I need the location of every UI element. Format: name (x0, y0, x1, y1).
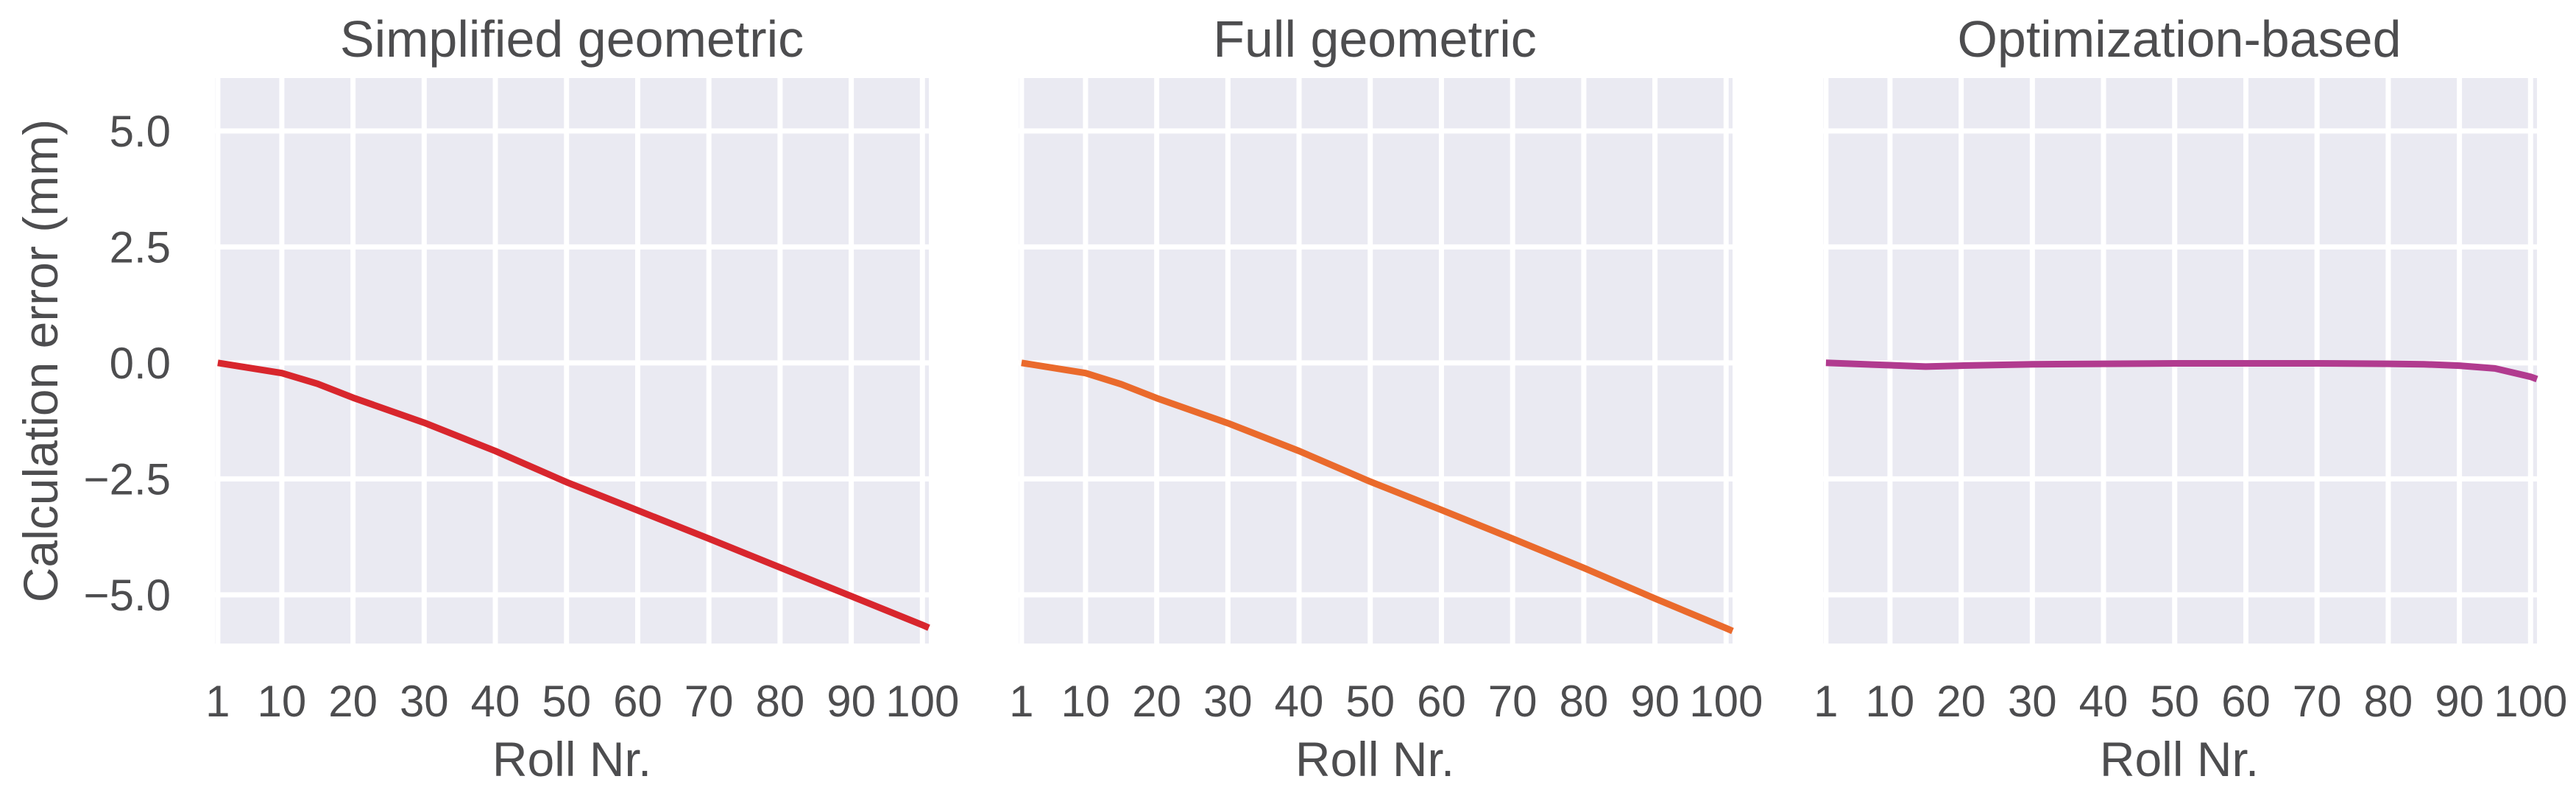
y-tick-label: 5.0 (110, 107, 171, 156)
x-tick-label: 100 (2494, 677, 2567, 726)
y-tick-label: −2.5 (84, 454, 171, 504)
x-tick-label: 70 (2293, 677, 2342, 726)
x-tick-label: 40 (2079, 677, 2129, 726)
panel-optimization-based: 1 10 20 30 40 50 60 70 80 90 100 Optimization-base… (1814, 10, 2567, 786)
x-tick-label: 10 (1866, 677, 1915, 726)
x-axis-label: Roll Nr. (1295, 732, 1454, 786)
x-tick-label: 20 (1936, 677, 1986, 726)
x-tick-label: 90 (1630, 677, 1680, 726)
x-tick-label: 80 (1560, 677, 1609, 726)
panel-simplified-geometric: 1 10 20 30 40 50 60 70 80 90 1005.02.50.0−2.5−5.0 … (84, 10, 960, 786)
x-tick-label: 80 (2364, 677, 2413, 726)
x-tick-label: 100 (885, 677, 959, 726)
x-tick-label: 30 (2008, 677, 2057, 726)
x-tick-label: 70 (1488, 677, 1538, 726)
x-tick-label: 70 (684, 677, 734, 726)
panel-title: Optimization-based (1957, 10, 2401, 68)
x-tick-label: 1 (205, 677, 230, 726)
x-tick-label: 80 (756, 677, 805, 726)
x-axis-label: Roll Nr. (492, 732, 651, 786)
panel-title: Full geometric (1213, 10, 1537, 68)
x-tick-label: 20 (1132, 677, 1181, 726)
x-tick-label: 50 (542, 677, 591, 726)
x-tick-label: 30 (400, 677, 449, 726)
x-tick-label: 40 (1275, 677, 1324, 726)
x-tick-label: 1 (1009, 677, 1033, 726)
y-tick-label: −5.0 (84, 571, 171, 620)
x-tick-label: 60 (2221, 677, 2271, 726)
panel-full-geometric: 1 10 20 30 40 50 60 70 80 90 100 Full geometric Ro… (1009, 10, 1763, 786)
data-line (1021, 359, 1734, 635)
x-tick-label: 90 (827, 677, 876, 726)
x-tick-label: 60 (1417, 677, 1466, 726)
x-tick-label: 10 (1061, 677, 1111, 726)
data-line (1825, 359, 2538, 383)
x-tick-label: 90 (2435, 677, 2484, 726)
x-tick-label: 10 (258, 677, 307, 726)
x-tick-label: 50 (2150, 677, 2199, 726)
y-axis-label: Calculation error (mm) (13, 119, 68, 602)
x-tick-label: 1 (1814, 677, 1838, 726)
data-line (217, 359, 930, 631)
x-tick-label: 50 (1345, 677, 1395, 726)
y-tick-label: 0.0 (110, 339, 171, 388)
y-tick-label: 2.5 (110, 222, 171, 272)
x-tick-label: 20 (328, 677, 378, 726)
x-tick-label: 100 (1689, 677, 1763, 726)
x-axis-label: Roll Nr. (2100, 732, 2259, 786)
x-tick-label: 30 (1203, 677, 1253, 726)
panel-title: Simplified geometric (340, 10, 804, 68)
x-tick-label: 40 (471, 677, 520, 726)
x-tick-label: 60 (613, 677, 662, 726)
